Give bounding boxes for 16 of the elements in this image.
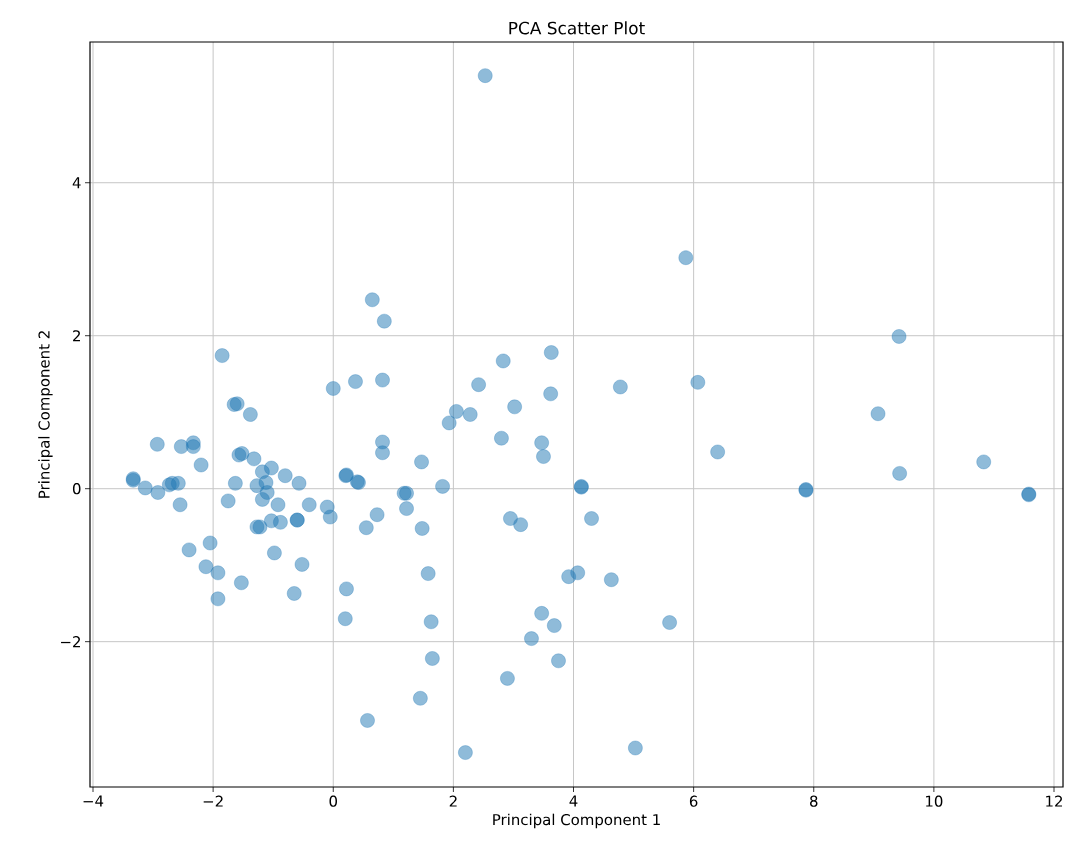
x-tick-label: 2	[449, 795, 457, 807]
x-tick-label: 8	[810, 795, 818, 807]
x-axis-title: Principal Component 1	[493, 813, 660, 829]
x-tick-label: −2	[203, 795, 223, 807]
x-tick-label: 6	[689, 795, 698, 807]
y-tick-label: 0	[72, 483, 81, 495]
y-tick-label: 2	[73, 330, 80, 342]
x-tick-label: 0	[329, 795, 338, 807]
x-tick-label: 4	[569, 795, 578, 807]
x-tick-label: −4	[83, 795, 104, 807]
y-tick-label: 4	[72, 177, 81, 189]
y-axis-title: Principal Component 2	[38, 331, 53, 498]
chart-title: PCA Scatter Plot	[509, 21, 645, 35]
x-tick-label: 12	[1046, 795, 1063, 807]
x-tick-label: 10	[926, 795, 943, 807]
y-tick-label: −2	[61, 636, 80, 648]
